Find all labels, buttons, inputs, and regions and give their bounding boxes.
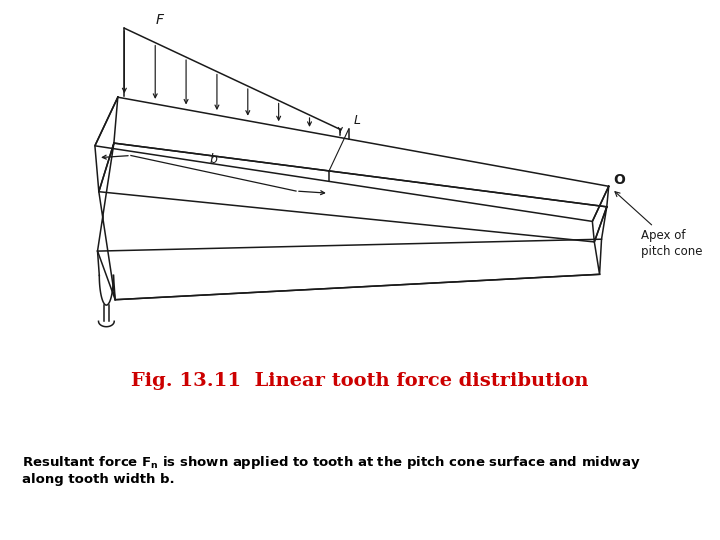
Text: b: b (210, 153, 217, 166)
Text: Resultant force $\mathregular{F_n}$ is shown applied to tooth at the pitch cone : Resultant force $\mathregular{F_n}$ is s… (22, 454, 640, 486)
Text: F: F (156, 13, 163, 27)
Text: O: O (613, 173, 625, 187)
Text: L: L (354, 114, 361, 127)
Text: Fig. 13.11  Linear tooth force distribution: Fig. 13.11 Linear tooth force distributi… (131, 372, 589, 390)
Text: Apex of
pitch cone: Apex of pitch cone (615, 192, 703, 258)
